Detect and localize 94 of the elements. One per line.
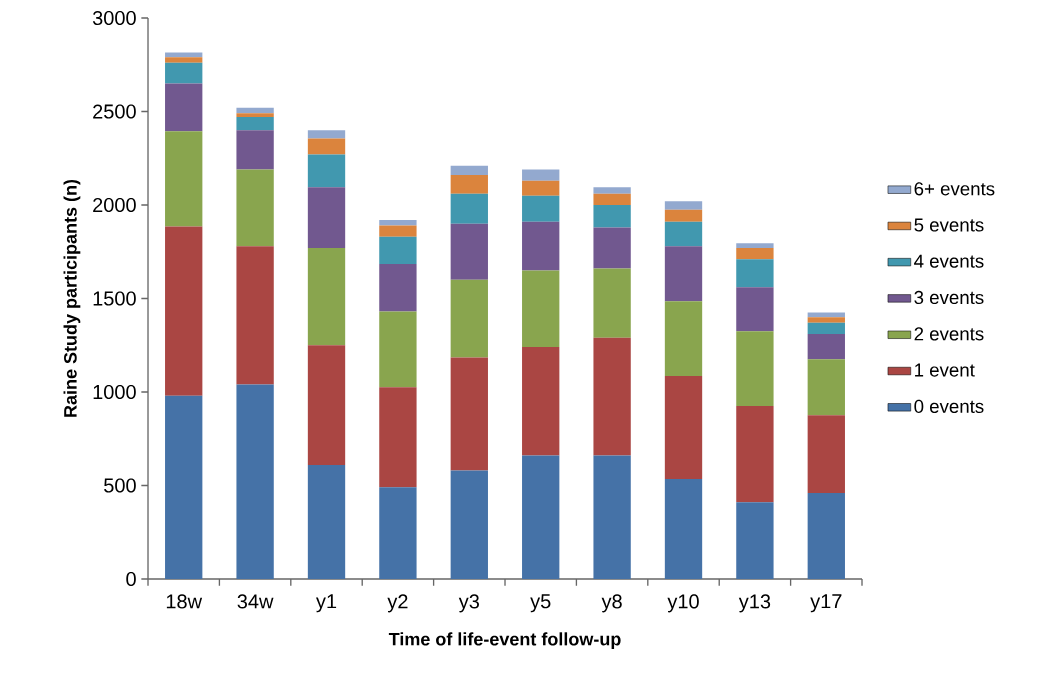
bar [450, 193, 488, 224]
bar [522, 180, 560, 196]
bar [450, 470, 488, 579]
bar [522, 270, 560, 348]
bar [736, 502, 774, 579]
legend-label: 4 events [914, 254, 984, 268]
bar [807, 492, 845, 579]
bar [307, 138, 346, 155]
bar [664, 221, 703, 247]
bar [236, 117, 274, 131]
bar [807, 322, 845, 335]
bar [165, 83, 203, 132]
bar [664, 478, 703, 579]
bar [664, 246, 703, 302]
bar [522, 169, 560, 181]
bar [307, 187, 346, 248]
x-tick-label: y13 [738, 594, 771, 613]
bar [379, 487, 417, 579]
bar [807, 359, 845, 416]
bar [165, 57, 203, 63]
x-tick-label: y8 [601, 594, 622, 613]
bar [236, 246, 274, 385]
bar [522, 195, 560, 222]
y-axis-title: Raine Study participants (n) [63, 179, 81, 417]
bar [664, 209, 703, 222]
legend-label: 0 events [914, 399, 984, 414]
x-tick-label: y10 [667, 594, 699, 613]
bar [593, 268, 631, 338]
bar [307, 130, 346, 139]
y-tick-label: 1500 [93, 291, 136, 306]
y-tick-label: 3000 [92, 10, 136, 26]
x-tick-label: y1 [315, 594, 337, 613]
bar [593, 227, 631, 269]
bar [379, 263, 417, 312]
bar [664, 376, 703, 479]
bar [307, 154, 346, 188]
bar [165, 131, 203, 227]
legend-label: 5 events [914, 218, 984, 232]
x-tick-label: y2 [387, 594, 408, 613]
bar [307, 464, 346, 579]
x-tick-label: 34w [237, 594, 274, 609]
bar [736, 248, 774, 260]
bar [522, 347, 560, 456]
bar [236, 169, 274, 247]
y-tick-label: 1000 [93, 384, 136, 400]
y-tick-label: 500 [104, 478, 136, 493]
y-tick-label: 2500 [93, 104, 136, 119]
bar [307, 248, 346, 346]
legend-label: 2 events [914, 327, 984, 341]
bar [165, 395, 203, 579]
bar [593, 187, 631, 194]
y-tick-label: 2000 [93, 197, 136, 213]
bar [165, 62, 203, 84]
x-tick-label: y5 [530, 594, 551, 613]
bar [236, 107, 274, 114]
bar [593, 204, 631, 228]
bar [736, 259, 774, 288]
bar [593, 193, 631, 205]
bar [664, 301, 703, 377]
x-tick-label: y17 [810, 594, 842, 613]
bar [379, 387, 417, 488]
bar [379, 236, 417, 264]
bar [165, 226, 203, 396]
legend-label: 1 event [915, 363, 975, 377]
bar [450, 223, 488, 280]
bar [522, 221, 560, 271]
bar [379, 311, 417, 388]
bar [593, 337, 631, 456]
bar [593, 455, 631, 579]
bar [450, 175, 488, 194]
bar [664, 201, 703, 210]
legend-label: 3 events [914, 290, 984, 305]
bar [236, 384, 274, 579]
bar [450, 357, 488, 471]
bar [807, 317, 845, 323]
bar [736, 406, 774, 503]
bar [522, 455, 560, 579]
bar [736, 331, 774, 407]
bar [236, 113, 274, 118]
bar [807, 334, 845, 360]
legend-label: 6+ events [914, 182, 995, 196]
x-tick-label: 18w [166, 594, 203, 609]
bar [236, 130, 274, 170]
y-tick-label: 0 [126, 571, 136, 587]
bar [379, 225, 417, 237]
bar [450, 165, 488, 176]
x-axis-title: Time of life-event follow-up [388, 632, 621, 650]
bar [736, 287, 774, 332]
bar [450, 279, 488, 358]
x-tick-label: y3 [458, 594, 479, 613]
bar [736, 243, 774, 248]
bar [379, 219, 417, 226]
bar [307, 345, 346, 465]
bar [807, 415, 845, 493]
